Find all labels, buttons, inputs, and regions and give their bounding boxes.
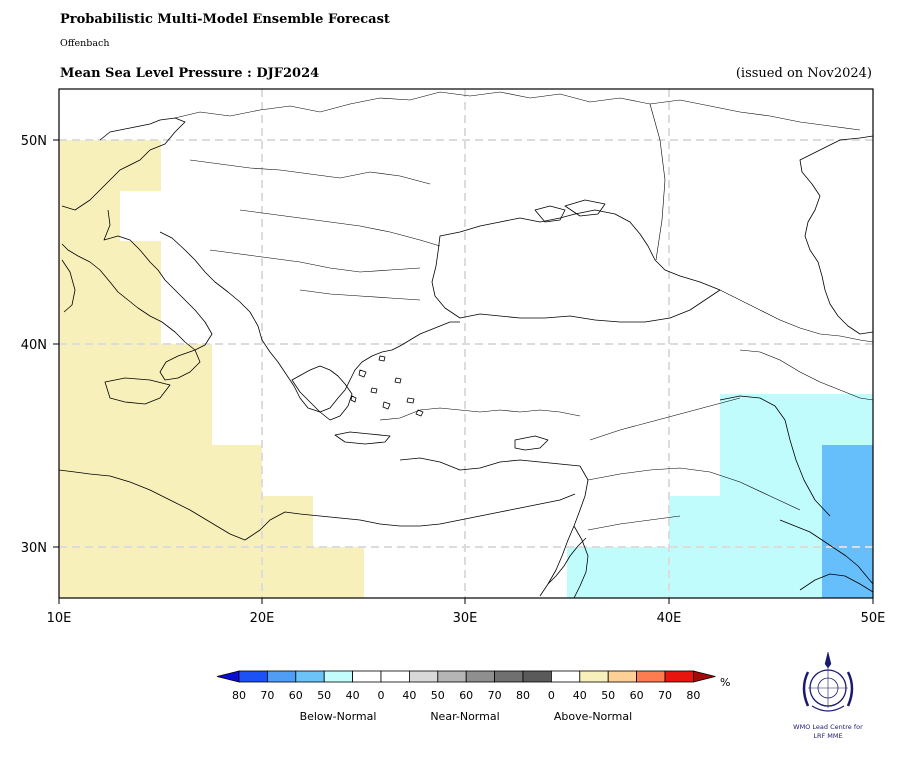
axis-ticks (53, 139, 874, 604)
colorbar-segment (323, 670, 354, 683)
centre-subtitle: Offenbach (60, 38, 110, 49)
colorbar-segment (579, 670, 609, 683)
wmo-emblem-icon (802, 651, 854, 712)
political-borders (174, 91, 873, 531)
colorbar-tick-label: 40 (402, 689, 416, 702)
colorbar-tick-label: 70 (488, 689, 502, 702)
below-normal-40-region (567, 394, 873, 598)
near-normal-label: Near-Normal (430, 710, 499, 723)
colorbar-segment (295, 670, 325, 683)
colorbar-segment (664, 670, 694, 683)
logo-line-1: WMO Lead Centre for (793, 723, 863, 731)
colorbar-segment (551, 670, 581, 683)
above-normal-region (59, 140, 364, 598)
colorbar-segment (380, 670, 410, 683)
colorbar-segment (238, 670, 268, 683)
x-tick-label: 40E (657, 611, 682, 626)
x-tick-label: 30E (453, 611, 478, 626)
colorbar-tick-label: 80 (232, 689, 246, 702)
colorbar-segment (465, 670, 496, 683)
colorbar-tick-label: 80 (516, 689, 530, 702)
colorbar-unit: % (720, 676, 730, 689)
colorbar-segment (437, 670, 467, 683)
colorbar-tick-label: 70 (658, 689, 672, 702)
x-tick-label: 10E (47, 611, 72, 626)
colorbar-segment (607, 670, 638, 683)
colorbar-tick-label: 60 (459, 689, 473, 702)
colorbar-segment (352, 670, 382, 683)
y-tick-label: 30N (21, 541, 47, 556)
coastlines (59, 117, 873, 598)
colorbar-tick-label: 40 (573, 689, 587, 702)
x-tick-label: 20E (250, 611, 275, 626)
colorbar-tick-label: 0 (548, 689, 555, 702)
colorbar-tick-label: 80 (686, 689, 700, 702)
colorbar-segment (636, 670, 666, 683)
colorbar-tick-label: 50 (317, 689, 331, 702)
forecast-title: Probabilistic Multi-Model Ensemble Forec… (60, 12, 390, 27)
colorbar-over-arrow (693, 670, 716, 683)
colorbar-tick-label: 60 (289, 689, 303, 702)
wmo-logo: WMO Lead Centre for LRF MME (793, 651, 863, 740)
colorbar-tick-label: 0 (378, 689, 385, 702)
y-tick-label: 40N (21, 338, 47, 353)
colorbar: 80 70 60 50 40 0 40 50 60 70 80 0 40 50 60 70 80 (216, 670, 716, 702)
y-tick-label: 50N (21, 134, 47, 149)
colorbar-under-arrow (216, 670, 240, 683)
colorbar-segment (408, 670, 439, 683)
probability-shading (59, 140, 873, 598)
colorbar-segment (522, 670, 552, 683)
above-normal-label: Above-Normal (554, 710, 632, 723)
colorbar-tick-label: 40 (346, 689, 360, 702)
gridlines (59, 89, 873, 598)
logo-line-2: LRF MME (813, 732, 842, 740)
colorbar-tick-label: 70 (260, 689, 274, 702)
colorbar-tick-label: 50 (431, 689, 445, 702)
colorbar-tick-label: 50 (601, 689, 615, 702)
below-normal-50-region (822, 445, 873, 598)
below-normal-label: Below-Normal (300, 710, 377, 723)
issued-date: (issued on Nov2024) (735, 66, 872, 81)
colorbar-segment (266, 670, 297, 683)
x-tick-label: 50E (861, 611, 886, 626)
map-title: Mean Sea Level Pressure : DJF2024 (60, 66, 320, 81)
colorbar-tick-label: 60 (630, 689, 644, 702)
colorbar-segment (494, 670, 524, 683)
